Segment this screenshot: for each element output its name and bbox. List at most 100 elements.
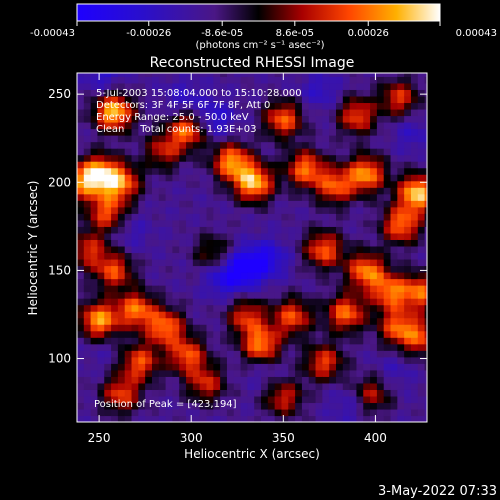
heatmap-cell (104, 389, 112, 397)
heatmap-cell (90, 376, 99, 384)
heatmap-cell (104, 304, 112, 312)
heatmap-cell (404, 376, 412, 384)
heatmap-cell (424, 389, 427, 397)
heatmap-cell (220, 265, 228, 273)
heatmap-cell (295, 408, 303, 417)
heatmap-cell (151, 148, 160, 156)
heatmap-cell (288, 252, 296, 260)
heatmap-cell (322, 382, 330, 390)
heatmap-cell (151, 363, 160, 371)
heatmap-cell (192, 154, 201, 162)
heatmap-cell (233, 141, 242, 149)
heatmap-cell (247, 193, 255, 201)
heatmap-cell (179, 337, 187, 345)
heatmap-cell (363, 115, 371, 123)
heatmap-cell (179, 285, 187, 293)
heatmap-cell (138, 180, 146, 188)
heatmap-cell (233, 128, 242, 136)
heatmap-cell (179, 369, 187, 377)
heatmap-cell (376, 356, 385, 364)
heatmap-cell (240, 402, 248, 410)
heatmap-cell (404, 285, 412, 293)
heatmap-cell (97, 219, 105, 227)
heatmap-cell (83, 206, 92, 214)
heatmap-cell (274, 252, 283, 260)
heatmap-cell (383, 213, 392, 221)
heatmap-cell (97, 73, 105, 77)
heatmap-cell (383, 356, 392, 364)
heatmap-cell (138, 265, 146, 273)
heatmap-cell (151, 102, 160, 110)
heatmap-cell (145, 95, 153, 104)
heatmap-cell (172, 304, 180, 312)
heatmap-cell (254, 213, 262, 221)
heatmap-cell (111, 219, 119, 227)
heatmap-cell (356, 148, 364, 156)
heatmap-cell (288, 265, 296, 273)
heatmap-cell (301, 304, 310, 312)
colorbar-tick-label: -0.00043 (30, 28, 75, 39)
heatmap-cell (138, 356, 146, 364)
heatmap-cell (111, 232, 119, 240)
heatmap-cell (124, 76, 133, 84)
heatmap-cell (206, 408, 214, 417)
heatmap-cell (192, 350, 201, 358)
heatmap-cell (376, 311, 385, 319)
heatmap-cell (179, 350, 187, 358)
heatmap-cell (97, 324, 105, 332)
heatmap-cell (233, 73, 242, 77)
heatmap-cell (233, 291, 242, 299)
heatmap-cell (186, 369, 194, 377)
heatmap-cell (220, 350, 228, 358)
heatmap-cell (104, 317, 112, 325)
heatmap-cell (342, 135, 351, 143)
heatmap-cell (77, 252, 85, 260)
heatmap-cell (83, 363, 92, 371)
heatmap-cell (417, 382, 426, 390)
heatmap-cell (417, 395, 426, 404)
heatmap-cell (97, 95, 105, 104)
heatmap-cell (77, 122, 85, 130)
heatmap-cell (206, 415, 214, 422)
heatmap-cell (424, 239, 427, 247)
heatmap-cell (199, 219, 208, 227)
heatmap-cell (138, 187, 146, 195)
heatmap-cell (329, 226, 337, 234)
heatmap-cell (97, 148, 105, 156)
heatmap-cell (111, 187, 119, 195)
heatmap-cell (213, 382, 221, 390)
heatmap-cell (131, 213, 139, 221)
heatmap-cell (151, 154, 160, 162)
heatmap-cell (247, 174, 255, 182)
heatmap-cell (397, 115, 405, 123)
heatmap-cell (281, 317, 289, 325)
heatmap-cell (233, 102, 242, 110)
heatmap-cell (186, 291, 194, 299)
heatmap-cell (138, 148, 146, 156)
heatmap-cell (145, 265, 153, 273)
heatmap-cell (111, 108, 119, 117)
heatmap-cell (172, 219, 180, 227)
heatmap-cell (199, 148, 208, 156)
heatmap-cell (397, 285, 405, 293)
heatmap-cell (417, 95, 426, 104)
heatmap-cell (124, 304, 133, 312)
heatmap-cell (404, 141, 412, 149)
heatmap-cell (383, 350, 392, 358)
heatmap-cell (233, 193, 242, 201)
heatmap-cell (77, 311, 85, 319)
heatmap-cell (383, 369, 392, 377)
heatmap-cell (397, 148, 405, 156)
heatmap-cell (186, 141, 194, 149)
heatmap-cell (206, 298, 214, 306)
heatmap-cell (117, 265, 126, 273)
heatmap-cell (376, 369, 385, 377)
heatmap-cell (117, 115, 126, 123)
heatmap-cell (404, 395, 412, 404)
heatmap-cell (267, 252, 276, 260)
heatmap-cell (124, 108, 133, 117)
heatmap-cell (179, 200, 187, 208)
heatmap-cell (267, 148, 276, 156)
heatmap-cell (151, 206, 160, 214)
